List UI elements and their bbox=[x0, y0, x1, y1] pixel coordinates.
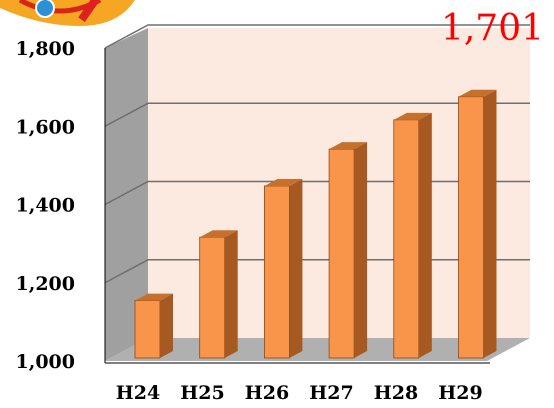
gridline bbox=[104, 102, 530, 127]
bar-side bbox=[483, 89, 497, 358]
bar-front bbox=[328, 148, 355, 359]
value-callout: 1,701 bbox=[441, 8, 544, 49]
x-tick-label: H26 bbox=[245, 382, 289, 404]
y-tick-label: 1,800 bbox=[16, 38, 76, 60]
y-tick-label: 1,200 bbox=[16, 273, 76, 295]
bar bbox=[458, 89, 497, 359]
bar-top bbox=[135, 293, 173, 301]
x-tick-label: H25 bbox=[180, 382, 224, 404]
bar-side bbox=[224, 230, 238, 358]
gridline bbox=[104, 24, 530, 49]
bar-side bbox=[160, 293, 173, 358]
bar bbox=[393, 112, 432, 359]
bar bbox=[199, 230, 238, 359]
bar-side bbox=[354, 142, 368, 358]
y-tick-label: 1,400 bbox=[16, 195, 76, 217]
x-tick-label: H24 bbox=[116, 382, 160, 404]
bar-top bbox=[393, 112, 432, 120]
bar bbox=[263, 178, 303, 359]
bar-top bbox=[458, 89, 497, 97]
x-tick-label: H28 bbox=[374, 382, 418, 404]
decorative-logo-icon bbox=[0, 0, 135, 26]
x-tick-label: H27 bbox=[309, 382, 353, 404]
bar-front bbox=[134, 300, 161, 359]
bar-front bbox=[199, 236, 226, 359]
bar-front bbox=[458, 96, 484, 359]
bar-front bbox=[393, 119, 420, 359]
bar-top bbox=[199, 230, 238, 238]
bar bbox=[134, 293, 173, 359]
y-tick-label: 1,000 bbox=[16, 351, 76, 373]
bar-side bbox=[418, 112, 432, 358]
bar-top bbox=[264, 178, 303, 186]
bar-top bbox=[329, 142, 368, 150]
bar-side bbox=[289, 178, 303, 358]
y-tick-label: 1,600 bbox=[16, 116, 76, 138]
x-tick-label: H29 bbox=[438, 382, 482, 404]
bar bbox=[328, 142, 368, 359]
bar-front bbox=[263, 185, 290, 359]
